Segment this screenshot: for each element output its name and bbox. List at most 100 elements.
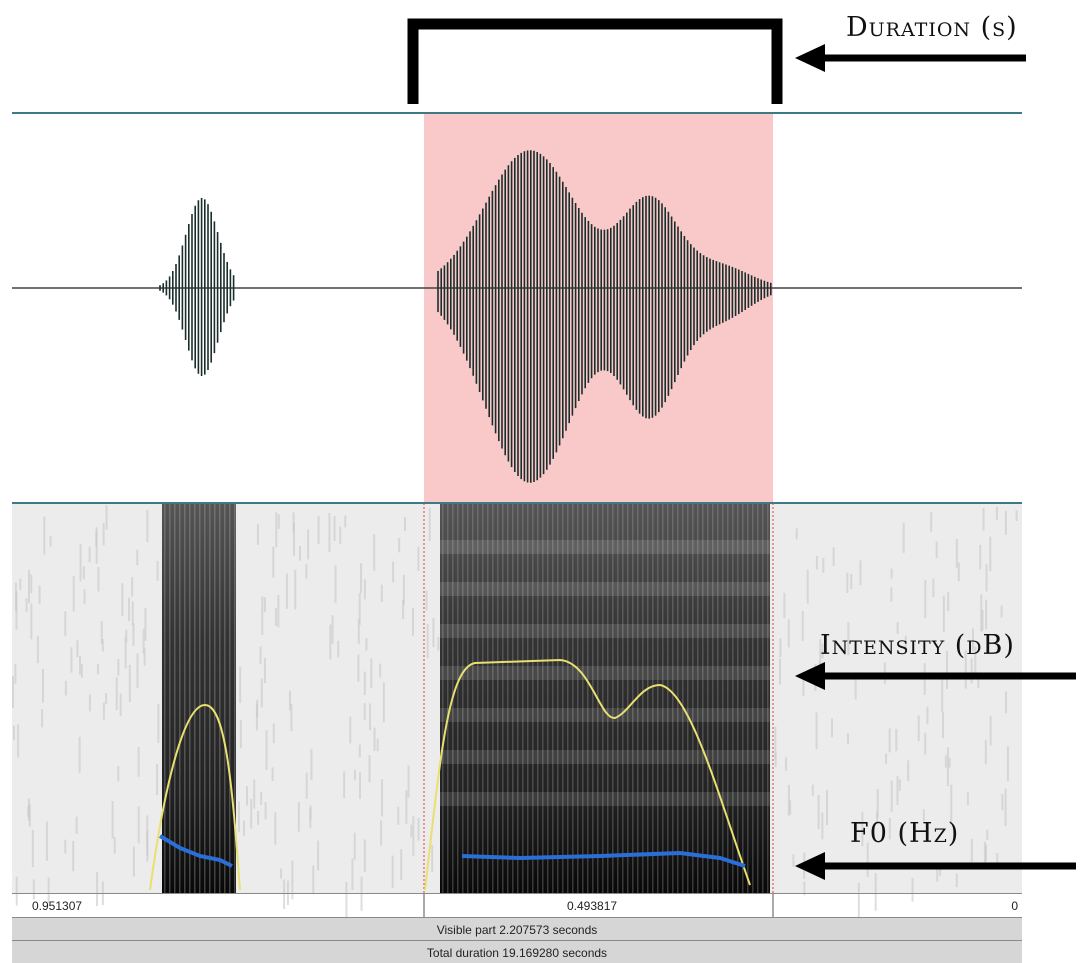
noise-speck [410, 825, 412, 838]
noise-speck [12, 676, 14, 708]
noise-speck [133, 847, 135, 877]
noise-speck [97, 567, 99, 592]
noise-speck [132, 601, 134, 625]
stripe [209, 503, 211, 893]
stripe [179, 503, 181, 893]
noise-speck [81, 664, 83, 677]
noise-speck [256, 700, 258, 718]
noise-speck [936, 542, 938, 558]
noise-speck [114, 837, 116, 854]
noise-speck [272, 547, 274, 578]
noise-speck [65, 681, 67, 696]
stripe [542, 503, 544, 893]
noise-speck [293, 512, 295, 532]
stripe [194, 503, 196, 893]
noise-speck [157, 561, 159, 581]
noise-speck [967, 792, 969, 805]
noise-speck [112, 801, 114, 839]
formant [440, 624, 770, 638]
noise-speck [890, 587, 892, 601]
noise-speck [264, 658, 266, 683]
noise-speck [846, 573, 848, 593]
noise-speck [1005, 692, 1007, 714]
stripe [199, 503, 201, 893]
noise-speck [17, 724, 19, 757]
noise-speck [73, 576, 75, 612]
noise-speck [788, 619, 790, 647]
noise-speck [1001, 794, 1003, 810]
noise-speck [298, 802, 300, 832]
stripe [617, 503, 619, 893]
noise-speck [70, 647, 72, 672]
noise-speck [816, 556, 818, 570]
noise-speck [404, 517, 406, 531]
stripe [552, 503, 554, 893]
noise-speck [332, 615, 334, 644]
noise-speck [96, 527, 98, 563]
noise-speck [426, 591, 428, 611]
noise-speck [39, 586, 41, 604]
stripe [692, 503, 694, 893]
noise-speck [84, 589, 86, 604]
noise-speck [397, 807, 399, 825]
noise-speck [986, 564, 988, 591]
noise-speck [89, 547, 91, 562]
stripe [522, 503, 524, 893]
noise-speck [354, 833, 356, 860]
noise-speck [243, 821, 245, 836]
stripe [612, 503, 614, 893]
noise-speck [359, 745, 361, 758]
total-duration-bar[interactable]: Total duration 19.169280 seconds [12, 940, 1022, 963]
noise-speck [990, 716, 992, 746]
noise-speck [50, 536, 52, 547]
stripe [767, 503, 769, 893]
stripe [697, 503, 699, 893]
noise-speck [821, 813, 823, 840]
noise-speck [945, 755, 947, 767]
noise-speck [125, 637, 127, 668]
stripe [582, 503, 584, 893]
noise-speck [121, 583, 123, 616]
noise-speck [418, 818, 420, 841]
stripe [169, 503, 171, 893]
time-selection: 0.493817 [567, 899, 617, 913]
noise-speck [136, 653, 138, 688]
stripe [757, 503, 759, 893]
noise-speck [949, 758, 951, 768]
noise-speck [996, 507, 998, 520]
stripe [174, 503, 176, 893]
noise-speck [13, 726, 15, 740]
noise-speck [985, 600, 987, 629]
noise-speck [351, 859, 353, 891]
noise-speck [360, 563, 362, 593]
stripe [547, 503, 549, 893]
stripe [707, 503, 709, 893]
noise-speck [1001, 606, 1003, 618]
noise-speck [106, 505, 108, 530]
stripe [717, 503, 719, 893]
intensity-label: Intensity (dB) [820, 630, 1015, 661]
noise-speck [412, 816, 414, 856]
time-bar: 0.951307 0.493817 0 [12, 893, 1022, 917]
stripe [557, 503, 559, 893]
stripe [727, 503, 729, 893]
noise-speck [307, 529, 309, 559]
stripe [189, 503, 191, 893]
noise-speck [941, 676, 943, 712]
noise-speck [26, 598, 28, 612]
noise-speck [774, 726, 776, 759]
noise-speck [144, 648, 146, 666]
duration-label: Duration (s) [846, 12, 1018, 43]
noise-speck [383, 682, 385, 722]
noise-speck [377, 739, 379, 752]
noise-speck [392, 562, 394, 583]
noise-speck [885, 754, 887, 764]
noise-speck [370, 658, 372, 688]
stripe [467, 503, 469, 893]
noise-speck [903, 523, 905, 553]
visible-part-bar[interactable]: Visible part 2.207573 seconds [12, 917, 1022, 940]
noise-speck [19, 579, 21, 590]
noise-speck [357, 655, 359, 682]
noise-speck [265, 802, 267, 820]
noise-speck [859, 560, 861, 585]
